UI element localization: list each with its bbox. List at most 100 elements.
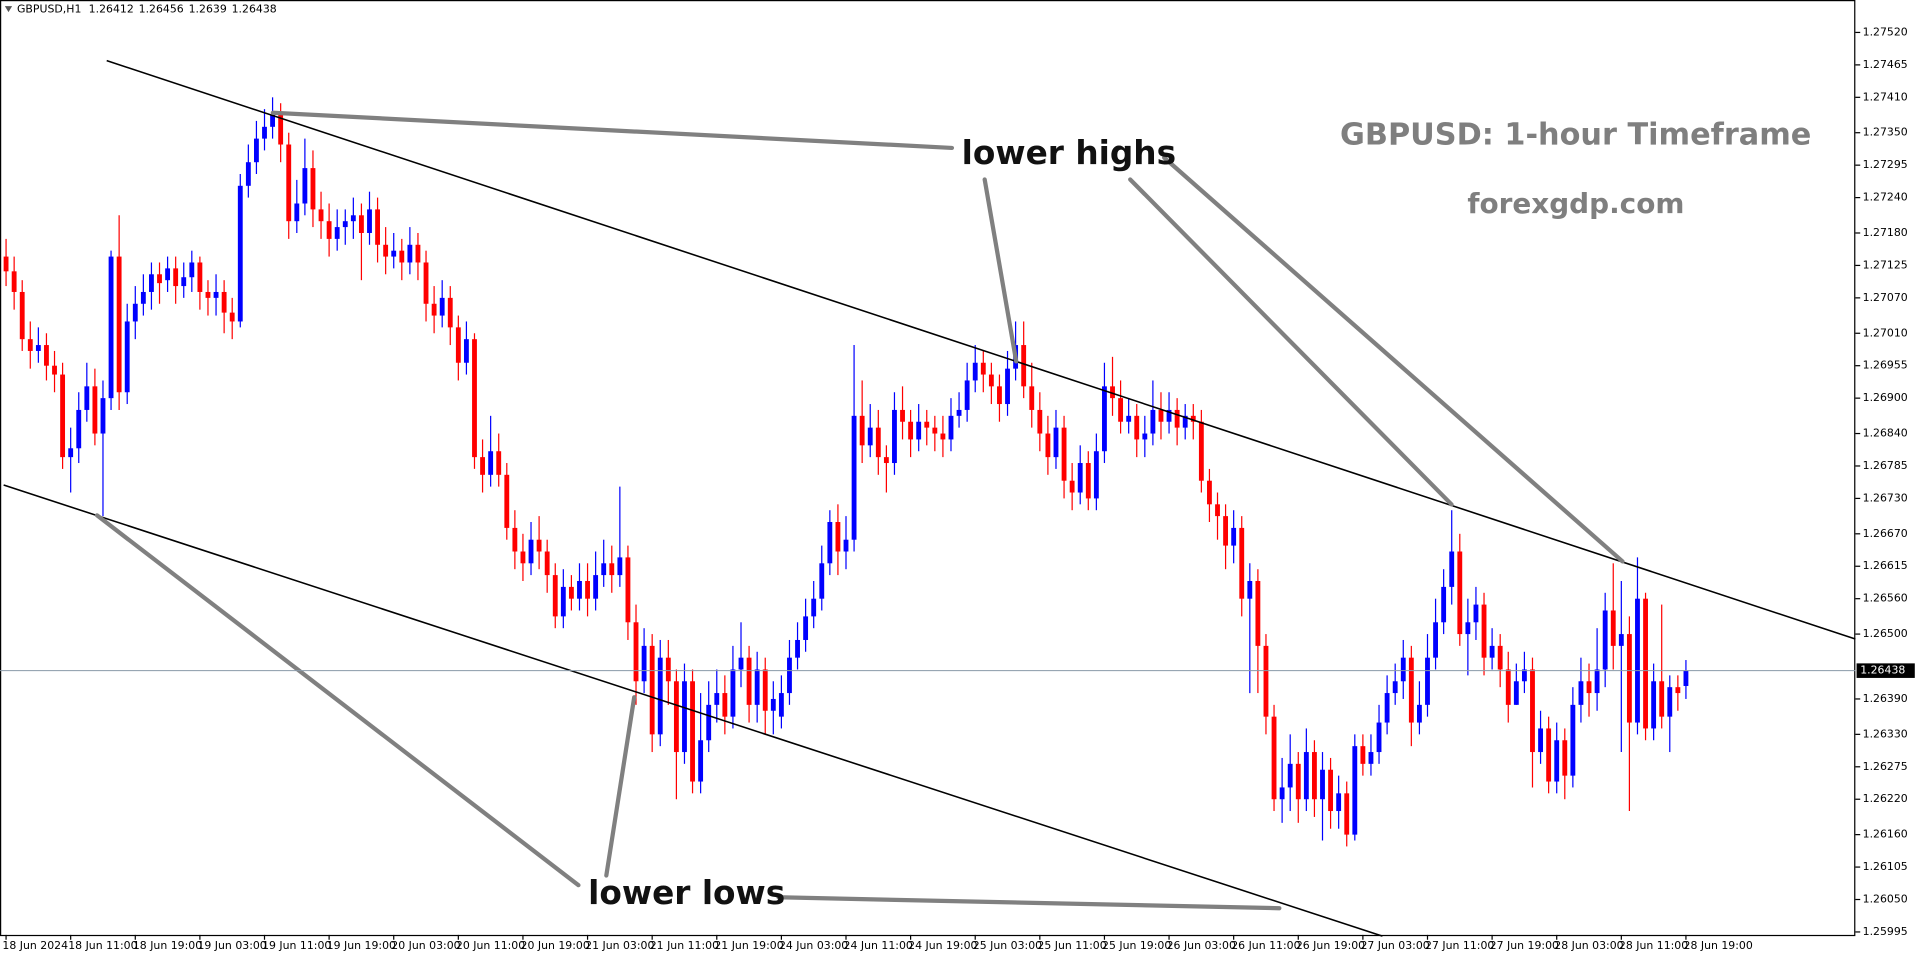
pointer [1128,177,1454,507]
candle-body [1279,787,1285,800]
candle-body [455,327,461,363]
candle-body [1110,386,1115,399]
candle-body [625,557,631,623]
candle-body [1505,669,1511,705]
candle-body [262,126,267,139]
candle-body [536,539,542,552]
candle-body [1578,681,1584,705]
y-tick-label: 1.27350 [1863,126,1908,139]
y-tick-label: 1.26560 [1863,592,1908,605]
candle-body [1061,427,1067,481]
candle-body [1021,345,1027,387]
candle-body [560,586,566,617]
candle-body [27,339,33,351]
x-tick-label: 27 Jun 03:00 [1360,939,1429,952]
candle-body [1336,793,1342,812]
candle-body [140,291,146,304]
candle-body [1158,409,1164,422]
candle-body [1473,604,1479,623]
candle-body [811,598,817,617]
candle-body [1029,386,1035,410]
candle-body [1320,769,1325,800]
upper-trendline [106,59,1856,640]
candle-body [1497,645,1503,670]
candle-body [803,616,809,640]
candle-body [1085,463,1091,499]
candle-body [1311,752,1317,800]
candle-body [1344,793,1350,835]
candle-body [883,457,889,464]
candle-body [375,209,380,245]
candle-body [520,551,526,564]
candle-body [1215,504,1220,517]
candle-body [496,451,502,475]
annotation: lower highs [962,134,1176,172]
candle-body [334,227,340,239]
x-tick-label: 26 Jun 19:00 [1296,939,1365,952]
candle-body [867,427,873,446]
candle-body [1481,604,1487,658]
candle-body [1562,740,1568,776]
x-tick-label: 21 Jun 19:00 [714,939,783,952]
candle-body [1513,681,1519,705]
candle-body [770,698,776,711]
candle-body [270,115,276,127]
y-tick-label: 1.26390 [1863,692,1908,705]
candle-body [988,374,994,387]
candle-body [245,162,251,186]
x-tick-label: 28 Jun 03:00 [1554,939,1623,952]
annotation: lower lows [588,874,785,912]
candle-body [1134,415,1140,440]
y-tick-label: 1.26160 [1863,828,1908,841]
header-low: 1.2639 [189,3,227,16]
y-tick-label: 1.26330 [1863,727,1908,740]
candle-body [665,657,671,682]
candle-body [1077,463,1083,493]
candle-body [1400,657,1406,682]
candle-body [1287,763,1293,788]
x-tick-label: 24 Jun 11:00 [844,939,913,952]
candle-body [657,657,663,735]
candle-body [1126,415,1132,422]
candle-body [181,277,187,287]
candle-body [84,386,90,410]
y-tick-label: 1.25995 [1863,925,1908,938]
candle-body [916,421,922,440]
candle-body [488,451,494,475]
candle-body [237,185,243,322]
candle-body [1643,598,1648,729]
candle-body [1667,687,1673,717]
candle-body [1182,415,1188,428]
candle-body [1150,409,1156,434]
candle-body [1521,669,1527,682]
candle-body [189,262,195,278]
plot-frame [0,0,1856,937]
candle-body [1376,722,1382,753]
candle-body [1166,409,1172,422]
candle-body [1255,580,1261,646]
header-open: 1.26412 [89,3,134,16]
current-price-box [1856,663,1915,678]
symbol-icon [4,6,13,13]
candle-body [149,274,154,292]
x-tick-label: 20 Jun 03:00 [391,939,460,952]
chart-title: GBPUSD: 1-hour Timeframe [1340,117,1811,152]
candle-body [504,474,510,528]
candle-body [367,209,372,233]
candle-body [1037,409,1043,434]
candle-body [92,386,98,434]
y-tick-label: 1.26220 [1863,792,1908,805]
candle-body [1425,657,1430,705]
y-tick-label: 1.27295 [1863,158,1908,171]
candle-body [730,669,736,717]
candle-body [1198,421,1204,481]
candle-body [447,297,453,328]
candle-body [294,203,300,222]
candle-body [3,256,9,272]
candle-body [399,250,405,263]
candle-body [350,215,356,222]
pointer [982,177,1019,364]
candle-body [1449,551,1455,587]
candle-body [1190,415,1196,422]
y-tick-label: 1.27070 [1863,291,1908,304]
